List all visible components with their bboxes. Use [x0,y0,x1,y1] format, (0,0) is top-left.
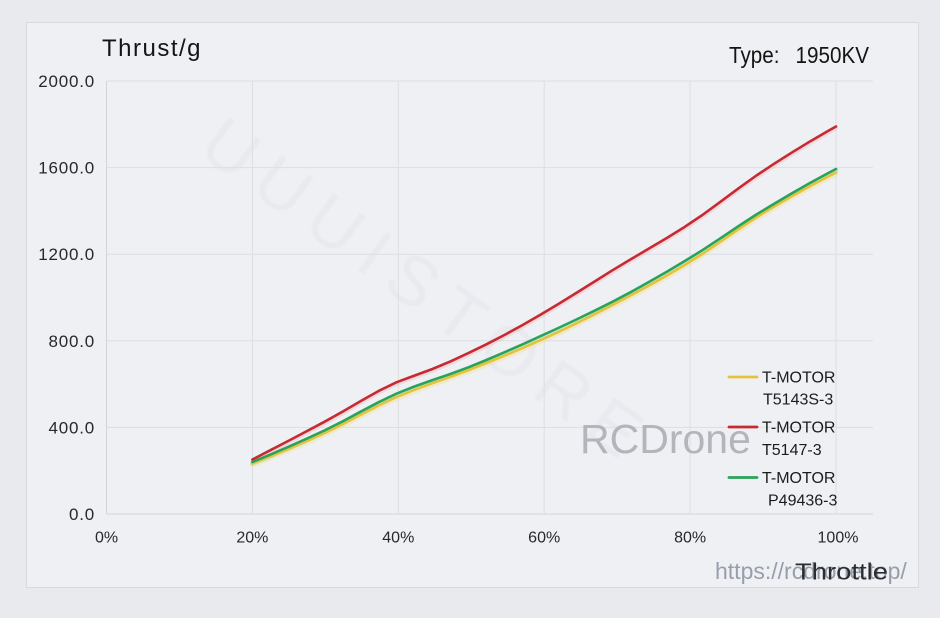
svg-text:400.0: 400.0 [48,418,95,437]
svg-text:RCDrone: RCDrone [580,416,751,462]
svg-text:0%: 0% [95,530,118,547]
svg-text:2000.0: 2000.0 [38,72,95,91]
svg-text:T-MOTOR: T-MOTOR [762,470,835,487]
svg-text:100%: 100% [818,530,859,547]
svg-text:Throttle: Throttle [795,559,888,585]
svg-text:0.0: 0.0 [69,505,95,524]
svg-text:80%: 80% [674,530,706,547]
svg-text:T5147-3: T5147-3 [762,442,822,459]
svg-text:1600.0: 1600.0 [38,159,95,178]
svg-text:Type: 1950KV: Type: 1950KV [729,42,870,68]
svg-text:T-MOTOR: T-MOTOR [762,370,835,387]
svg-text:40%: 40% [382,530,414,547]
svg-text:T-MOTOR: T-MOTOR [762,420,835,437]
svg-text:1200.0: 1200.0 [38,245,95,264]
svg-text:800.0: 800.0 [48,332,95,351]
svg-text:T5143S-3: T5143S-3 [763,392,833,409]
svg-text:Thrust/g: Thrust/g [102,35,202,62]
svg-text:60%: 60% [528,530,560,547]
svg-text:P49436-3: P49436-3 [768,493,837,510]
svg-text:https://rcdrone.top/: https://rcdrone.top/ [715,558,907,584]
svg-text:20%: 20% [236,530,268,547]
